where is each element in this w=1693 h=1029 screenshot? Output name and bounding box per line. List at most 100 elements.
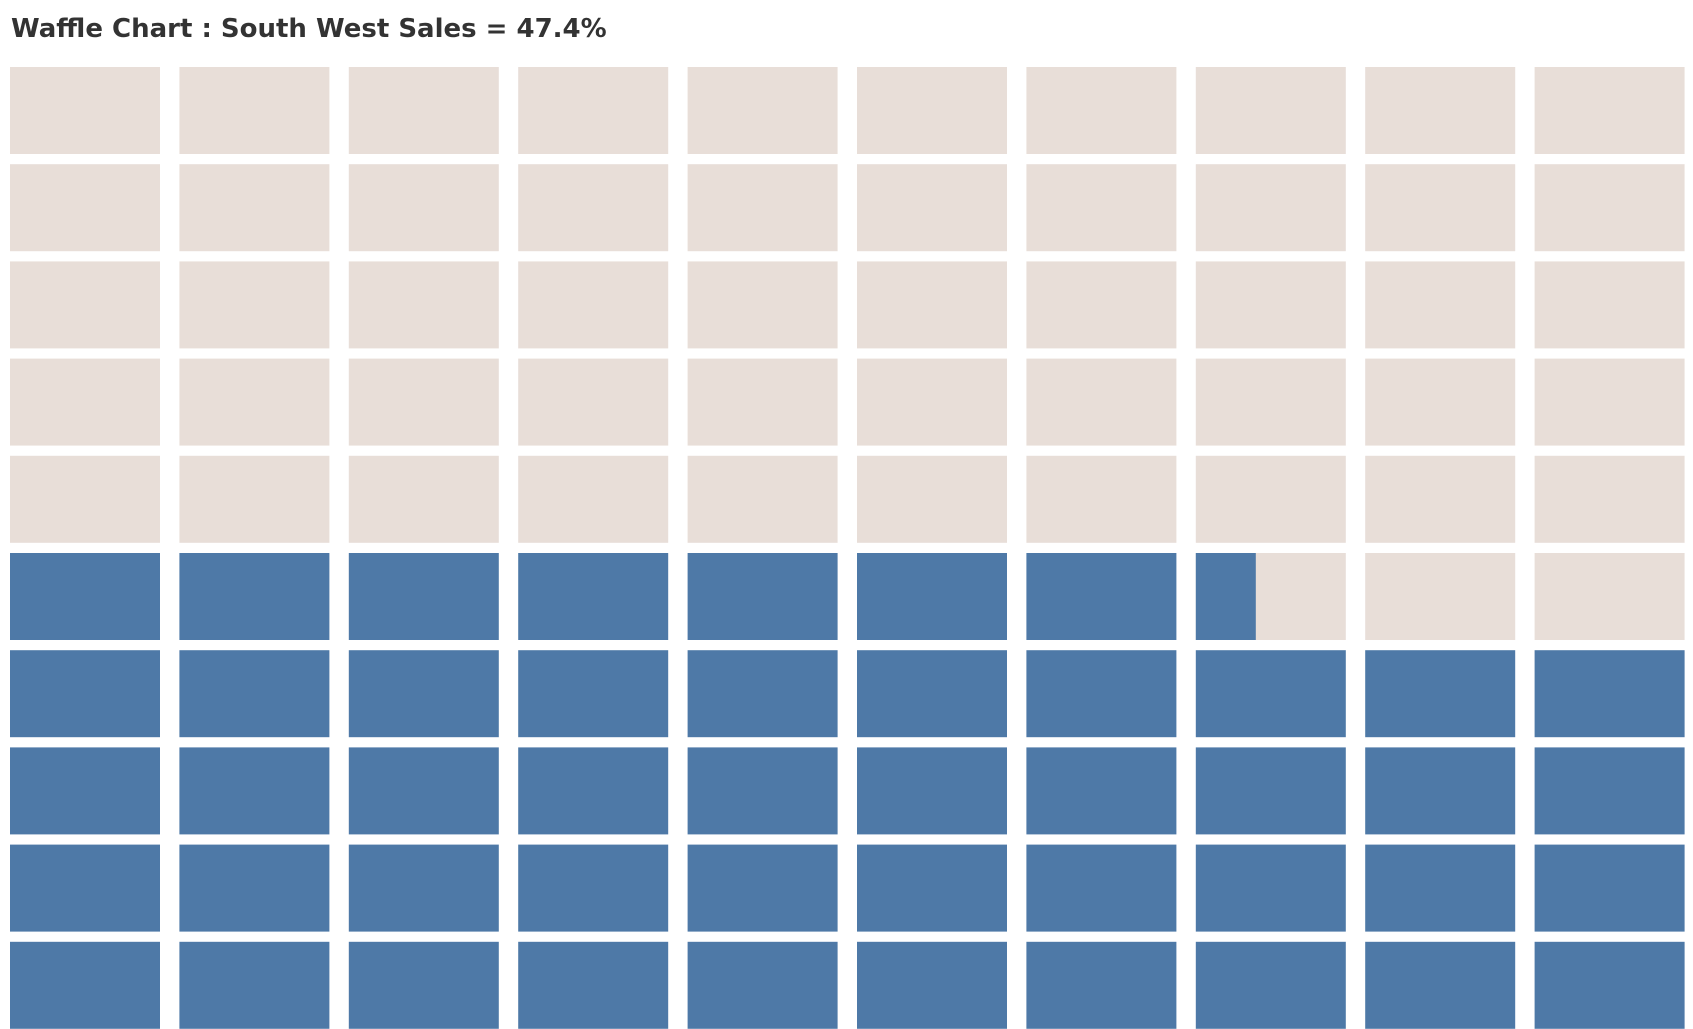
waffle-cell [1534, 747, 1685, 835]
waffle-cell-empty [1365, 164, 1516, 252]
waffle-cell-filled [1365, 747, 1516, 835]
waffle-cell [518, 553, 669, 640]
waffle-cell [1365, 358, 1516, 446]
waffle-cell-filled [857, 844, 1007, 932]
waffle-cell-filled [1534, 844, 1685, 932]
waffle-cell-filled [857, 553, 1007, 640]
waffle-cell-empty [687, 358, 838, 446]
waffle-cell [1195, 261, 1346, 349]
waffle-cell [857, 941, 1007, 1029]
waffle-cell [179, 941, 330, 1029]
waffle-cell [857, 455, 1007, 543]
waffle-cell [10, 358, 160, 446]
waffle-cell-empty [10, 261, 160, 349]
waffle-cell-filled [179, 650, 330, 738]
waffle-cell [687, 747, 838, 835]
waffle-cell-empty [179, 455, 330, 543]
waffle-cell [1026, 455, 1177, 543]
waffle-cell [348, 941, 499, 1029]
waffle-cell [1534, 164, 1685, 252]
waffle-cell-empty [1026, 67, 1177, 154]
waffle-cell-filled [179, 553, 330, 640]
waffle-cell [1195, 747, 1346, 835]
waffle-cell-filled [179, 844, 330, 932]
waffle-cell [1365, 455, 1516, 543]
waffle-cell [1195, 358, 1346, 446]
waffle-cell-filled [687, 553, 838, 640]
waffle-cell-empty [518, 261, 669, 349]
waffle-cell-partial-fill [1195, 553, 1256, 640]
waffle-cell-filled [1195, 747, 1346, 835]
waffle-cell-filled [687, 650, 838, 738]
waffle-cell-filled [518, 650, 669, 738]
waffle-cell [10, 164, 160, 252]
waffle-cell [1026, 941, 1177, 1029]
waffle-cell-empty [179, 67, 330, 154]
waffle-cell [10, 261, 160, 349]
waffle-cell [179, 747, 330, 835]
waffle-cell-filled [1026, 941, 1177, 1029]
waffle-cell [1365, 164, 1516, 252]
waffle-cell [687, 455, 838, 543]
waffle-cell [687, 941, 838, 1029]
waffle-cell [1195, 844, 1346, 932]
waffle-cell [518, 261, 669, 349]
waffle-cell [1195, 650, 1346, 738]
waffle-cell-filled [1026, 553, 1177, 640]
waffle-cell-empty [687, 261, 838, 349]
waffle-cell-filled [1534, 650, 1685, 738]
waffle-cell [1026, 650, 1177, 738]
waffle-cell [179, 553, 330, 640]
waffle-cell [857, 747, 1007, 835]
waffle-cell-empty [1365, 455, 1516, 543]
waffle-cell [1365, 67, 1516, 154]
waffle-cell-empty [348, 67, 499, 154]
waffle-cell-empty [857, 67, 1007, 154]
waffle-cell [179, 455, 330, 543]
waffle-cell [857, 164, 1007, 252]
waffle-cell-empty [857, 455, 1007, 543]
waffle-cell-filled [10, 650, 160, 738]
waffle-cell [1026, 747, 1177, 835]
waffle-cell-filled [687, 941, 838, 1029]
waffle-cell-filled [348, 650, 499, 738]
waffle-cell [1534, 455, 1685, 543]
waffle-cell-empty [687, 455, 838, 543]
chart-title: Waffle Chart : South West Sales = 47.4% [11, 14, 607, 44]
waffle-cell-filled [857, 941, 1007, 1029]
waffle-cell [10, 941, 160, 1029]
waffle-cell-empty [1365, 261, 1516, 349]
waffle-cell [10, 553, 160, 640]
waffle-cell [348, 455, 499, 543]
waffle-cell-empty [348, 164, 499, 252]
waffle-cell [857, 261, 1007, 349]
waffle-cell-filled [1026, 747, 1177, 835]
waffle-cell [179, 67, 330, 154]
waffle-cell-empty [179, 261, 330, 349]
waffle-cell [518, 747, 669, 835]
waffle-cell [1365, 261, 1516, 349]
waffle-cell [687, 261, 838, 349]
waffle-cell-filled [179, 941, 330, 1029]
waffle-cell-empty [687, 164, 838, 252]
waffle-cell [1365, 941, 1516, 1029]
waffle-cell-empty [857, 261, 1007, 349]
waffle-cell [857, 553, 1007, 640]
waffle-cell-empty [10, 164, 160, 252]
waffle-cell [10, 844, 160, 932]
waffle-cell [179, 261, 330, 349]
waffle-cell [179, 844, 330, 932]
waffle-cell [1365, 650, 1516, 738]
waffle-cell-empty [1365, 358, 1516, 446]
waffle-cell [1195, 455, 1346, 543]
waffle-cell [1534, 941, 1685, 1029]
waffle-cell-filled [857, 747, 1007, 835]
waffle-cell [10, 747, 160, 835]
waffle-cell [179, 164, 330, 252]
waffle-cell [1534, 358, 1685, 446]
waffle-cell-filled [179, 747, 330, 835]
waffle-cell [1534, 650, 1685, 738]
waffle-cell-filled [1195, 650, 1346, 738]
waffle-cell-empty [1026, 358, 1177, 446]
waffle-cell-filled [1534, 747, 1685, 835]
